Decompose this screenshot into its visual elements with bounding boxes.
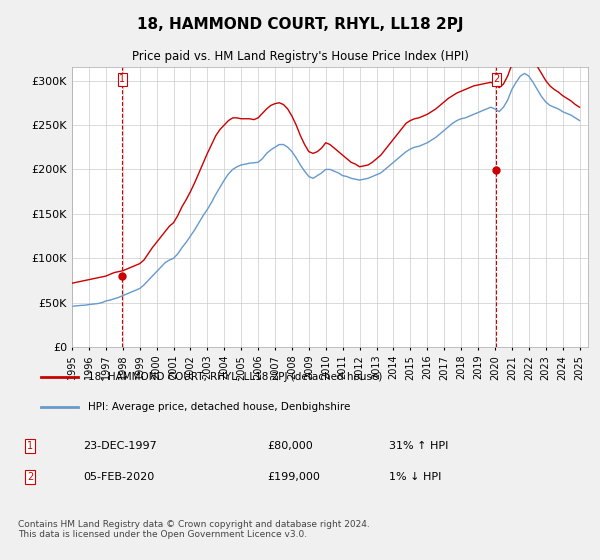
Text: 05-FEB-2020: 05-FEB-2020 bbox=[83, 473, 154, 482]
Text: 18, HAMMOND COURT, RHYL, LL18 2PJ: 18, HAMMOND COURT, RHYL, LL18 2PJ bbox=[137, 17, 463, 32]
Text: £80,000: £80,000 bbox=[268, 441, 313, 451]
Text: 1% ↓ HPI: 1% ↓ HPI bbox=[389, 473, 442, 482]
Text: Contains HM Land Registry data © Crown copyright and database right 2024.
This d: Contains HM Land Registry data © Crown c… bbox=[18, 520, 370, 539]
Text: 1: 1 bbox=[27, 441, 33, 451]
Text: 2: 2 bbox=[27, 473, 33, 482]
Text: 2: 2 bbox=[493, 74, 500, 84]
Text: 23-DEC-1997: 23-DEC-1997 bbox=[83, 441, 157, 451]
Text: 18, HAMMOND COURT, RHYL, LL18 2PJ (detached house): 18, HAMMOND COURT, RHYL, LL18 2PJ (detac… bbox=[88, 372, 382, 382]
Text: 31% ↑ HPI: 31% ↑ HPI bbox=[389, 441, 448, 451]
Text: HPI: Average price, detached house, Denbighshire: HPI: Average price, detached house, Denb… bbox=[88, 402, 350, 412]
Text: 1: 1 bbox=[119, 74, 125, 84]
Text: Price paid vs. HM Land Registry's House Price Index (HPI): Price paid vs. HM Land Registry's House … bbox=[131, 50, 469, 63]
Text: £199,000: £199,000 bbox=[268, 473, 320, 482]
